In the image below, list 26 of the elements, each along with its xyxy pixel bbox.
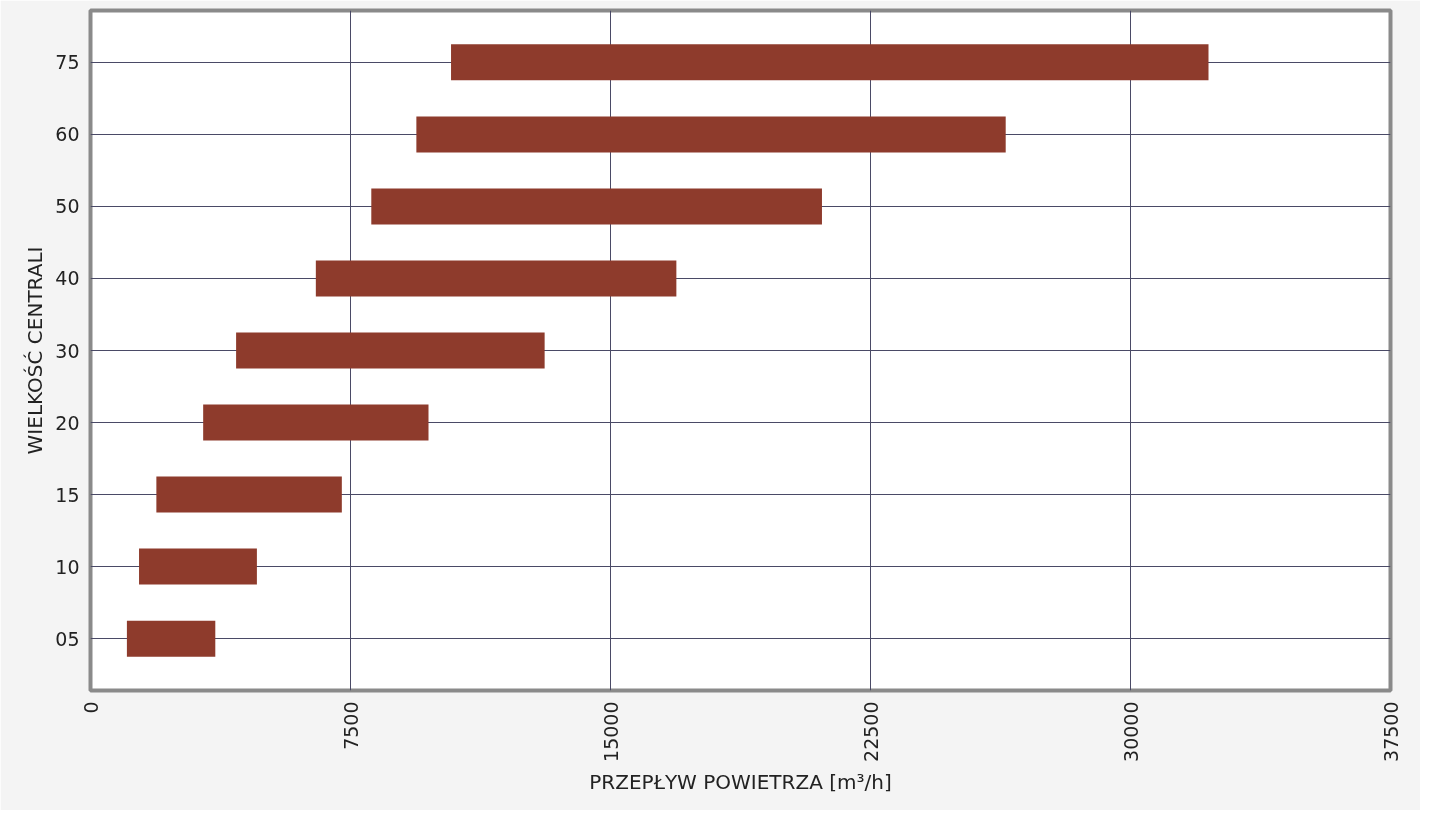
y-tick-label: 75 (55, 51, 80, 74)
y-tick-label: 20 (55, 411, 80, 434)
x-tick-label: 7500 (339, 701, 362, 750)
y-tick-label: 05 (55, 627, 80, 650)
bar (371, 188, 822, 225)
y-axis-title: WIELKOŚĆ CENTRALI (23, 246, 48, 455)
x-tick-label: 15000 (599, 701, 622, 762)
x-tick-label: 37500 (1379, 701, 1402, 762)
y-tick-label: 60 (55, 123, 80, 146)
bar (236, 332, 545, 369)
y-tick-label: 15 (55, 483, 80, 506)
x-tick-label: 0 (79, 701, 102, 714)
bar (203, 404, 429, 441)
x-axis-title: PRZEPŁYW POWIETRZA [m³/h] (589, 769, 892, 794)
y-tick-label: 10 (55, 555, 80, 578)
x-tick-label: 30000 (1119, 701, 1142, 762)
bar (126, 620, 216, 657)
bar (156, 476, 342, 513)
y-tick-label: 40 (55, 267, 80, 290)
bar (416, 116, 1006, 153)
y-tick-label: 50 (55, 195, 80, 218)
y-tick-label: 30 (55, 339, 80, 362)
bar (139, 548, 257, 585)
bar (315, 260, 677, 297)
bar (451, 44, 1209, 81)
x-tick-label: 22500 (859, 701, 882, 762)
